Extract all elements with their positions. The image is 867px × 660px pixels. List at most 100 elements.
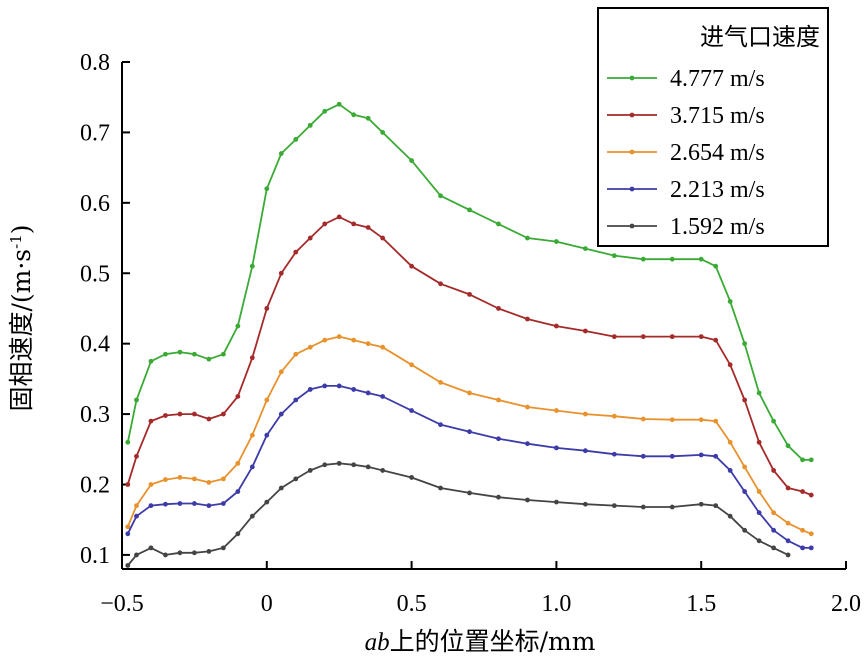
data-point <box>467 291 472 297</box>
data-point <box>409 475 414 480</box>
data-point <box>713 337 719 343</box>
data-point <box>336 214 342 220</box>
data-point <box>365 341 371 347</box>
data-point <box>380 468 386 473</box>
data-point <box>525 497 530 503</box>
data-point <box>582 501 588 507</box>
data-point <box>264 186 270 192</box>
data-point <box>220 351 226 357</box>
series-2 <box>125 214 814 498</box>
data-point <box>496 306 501 311</box>
data-point <box>467 490 472 496</box>
data-point <box>163 413 168 418</box>
data-point <box>800 527 805 533</box>
data-point <box>525 235 530 241</box>
x-tick-label: 1.0 <box>541 591 571 617</box>
data-point <box>322 383 328 389</box>
data-point <box>249 513 255 519</box>
data-point <box>293 397 299 403</box>
legend-marker <box>629 112 635 118</box>
data-point <box>220 545 226 551</box>
data-point <box>785 443 791 449</box>
series-line <box>126 384 812 549</box>
data-point <box>640 453 646 459</box>
data-point <box>206 356 212 362</box>
data-point <box>771 510 776 516</box>
data-point <box>148 503 154 509</box>
legend-label: 2.654 m/s <box>670 140 765 166</box>
data-point <box>336 334 342 340</box>
series-line <box>127 462 789 567</box>
data-point <box>713 263 719 269</box>
data-point <box>293 249 299 255</box>
data-point <box>669 504 675 510</box>
data-point <box>365 390 371 396</box>
data-point <box>220 501 226 506</box>
data-point <box>177 411 183 417</box>
legend-label: 4.777 m/s <box>670 66 765 92</box>
data-point <box>409 158 414 163</box>
series-line <box>126 103 812 461</box>
data-point <box>307 468 313 473</box>
data-point <box>727 299 733 304</box>
data-point <box>125 524 131 530</box>
data-point <box>756 439 762 445</box>
data-point <box>669 256 675 262</box>
y-tick-label: 0.3 <box>80 402 110 428</box>
data-point <box>235 460 241 466</box>
y-tick-label: 0.8 <box>80 50 110 76</box>
data-point <box>438 193 443 199</box>
data-point <box>380 235 386 241</box>
data-point <box>785 485 791 491</box>
data-point <box>351 112 357 118</box>
data-point <box>438 422 443 428</box>
data-point <box>322 337 328 343</box>
data-point <box>278 411 284 417</box>
legend: 进气口速度 4.777 m/s 3.715 m/s 2.654 m/s 2.213 m… <box>597 7 829 247</box>
data-point <box>438 379 443 385</box>
data-point <box>800 489 805 494</box>
data-point <box>467 429 472 435</box>
data-point <box>134 552 139 558</box>
data-point <box>727 439 733 445</box>
data-point <box>771 418 776 424</box>
data-point <box>742 464 748 470</box>
data-point <box>380 344 386 350</box>
series-3 <box>125 334 814 537</box>
data-point <box>467 207 472 213</box>
data-point <box>192 411 197 417</box>
data-point <box>698 452 704 458</box>
data-point <box>727 362 733 368</box>
data-point <box>249 355 255 361</box>
series-5 <box>125 460 791 568</box>
data-point <box>698 256 704 262</box>
legend-item: 2.654 m/s <box>607 140 765 166</box>
data-point <box>713 503 719 509</box>
data-point <box>496 397 501 403</box>
data-point <box>409 408 414 413</box>
legend-item: 2.213 m/s <box>607 177 765 203</box>
data-point <box>177 475 183 480</box>
data-point <box>742 489 748 494</box>
data-point <box>134 397 139 403</box>
data-point <box>148 418 154 424</box>
data-point <box>278 369 284 375</box>
data-point <box>808 531 814 537</box>
data-point <box>713 418 719 424</box>
data-point <box>192 550 197 556</box>
data-point <box>336 383 342 389</box>
data-point <box>785 520 791 526</box>
data-point <box>134 453 139 459</box>
y-tick-label: 0.1 <box>80 543 110 569</box>
legend-label: 1.592 m/s <box>670 214 765 240</box>
data-point <box>496 494 501 500</box>
data-point <box>125 563 131 568</box>
data-point <box>351 221 357 227</box>
data-point <box>235 531 241 537</box>
data-point <box>698 501 704 507</box>
data-point <box>771 527 776 533</box>
data-point <box>771 545 776 551</box>
data-point <box>307 387 313 392</box>
data-point <box>669 417 675 423</box>
